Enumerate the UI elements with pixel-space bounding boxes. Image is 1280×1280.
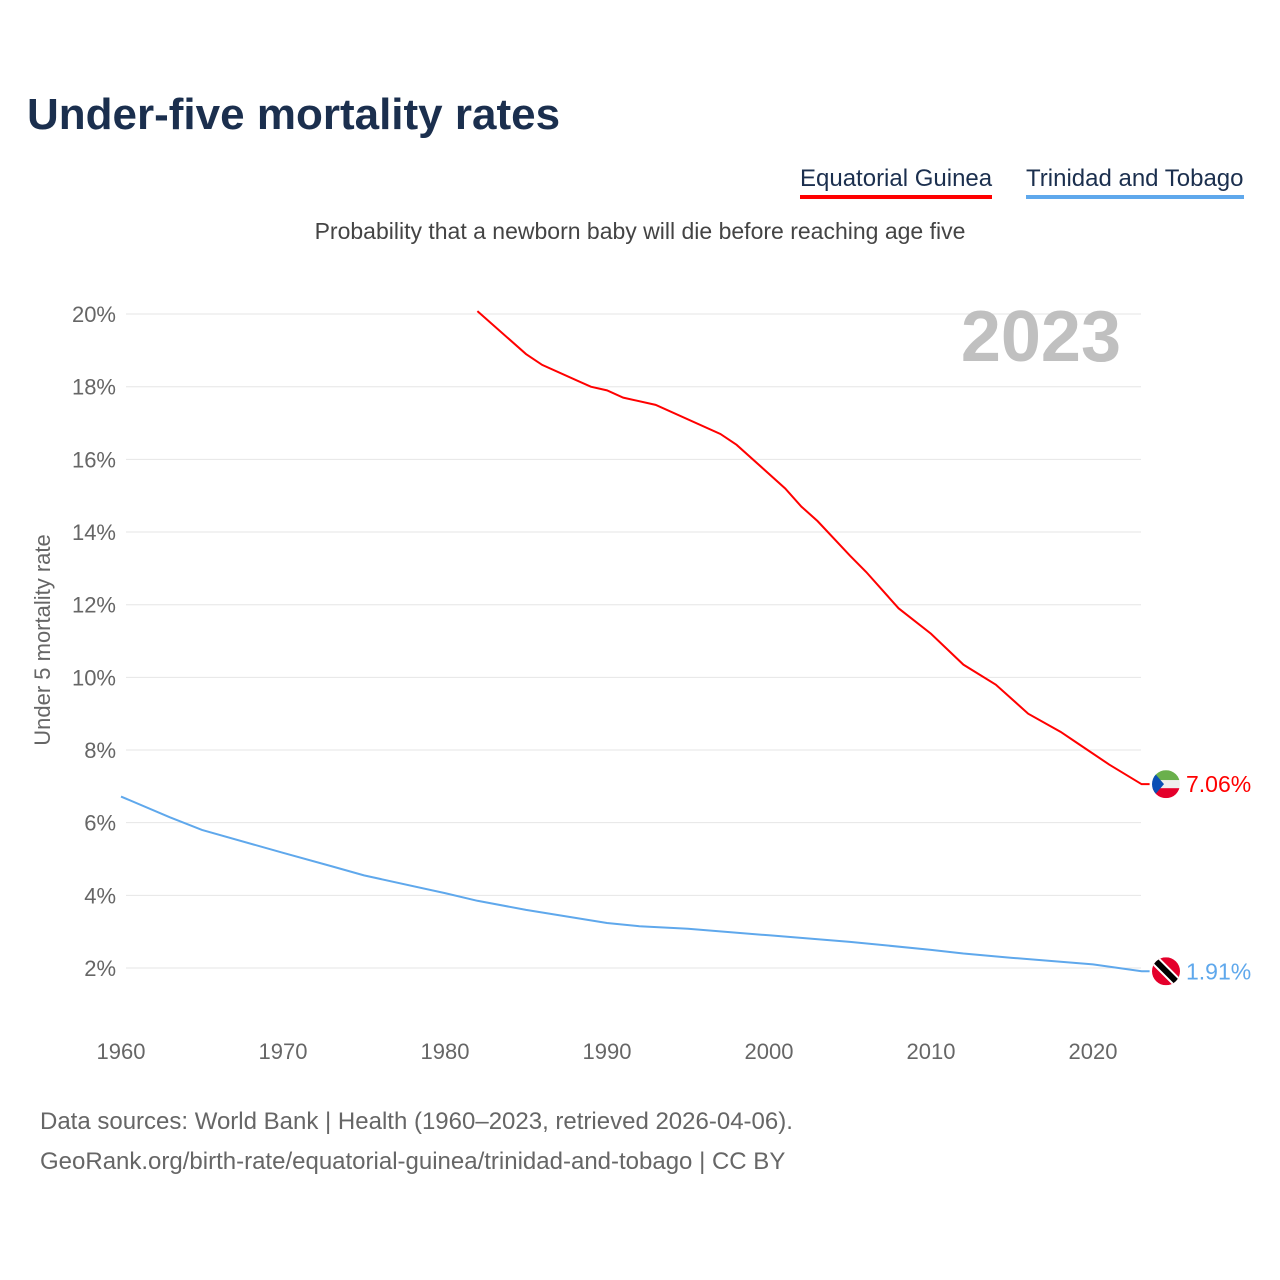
equatorial-guinea-flag-icon <box>1152 770 1180 799</box>
chart-subtitle: Probability that a newborn baby will die… <box>314 218 966 244</box>
y-tick-label: 18% <box>72 375 116 400</box>
x-tick-label: 2000 <box>745 1039 794 1064</box>
source-line-1: Data sources: World Bank | Health (1960–… <box>40 1108 793 1135</box>
y-tick-label: 10% <box>72 665 116 690</box>
series-line-0 <box>476 310 1150 786</box>
chart-title: Under-five mortality rates <box>27 90 561 139</box>
x-tick-label: 2010 <box>907 1039 956 1064</box>
y-tick-label: 2% <box>84 956 116 981</box>
end-value-label-1: 1.91% <box>1186 958 1251 984</box>
end-value-label-0: 7.06% <box>1186 771 1251 797</box>
x-tick-label: 1980 <box>421 1039 470 1064</box>
y-tick-label: 16% <box>72 447 116 472</box>
y-tick-label: 14% <box>72 520 116 545</box>
y-tick-label: 6% <box>84 811 116 836</box>
series-line-1 <box>120 795 1150 973</box>
trinidad-and-tobago-flag-icon <box>1152 957 1180 986</box>
x-tick-label: 1990 <box>583 1039 632 1064</box>
year-watermark: 2023 <box>961 297 1121 377</box>
y-tick-label: 20% <box>72 302 116 327</box>
y-tick-label: 12% <box>72 593 116 618</box>
y-tick-label: 4% <box>84 883 116 908</box>
y-tick-label: 8% <box>84 738 116 763</box>
x-tick-label: 1970 <box>259 1039 308 1064</box>
legend-trinidad-and-tobago[interactable]: Trinidad and Tobago <box>1026 165 1244 199</box>
legend-equatorial-guinea[interactable]: Equatorial Guinea <box>800 165 993 199</box>
source-line-2: GeoRank.org/birth-rate/equatorial-guinea… <box>40 1148 786 1175</box>
x-tick-label: 1960 <box>97 1039 146 1064</box>
x-tick-label: 2020 <box>1069 1039 1118 1064</box>
y-axis-label: Under 5 mortality rate <box>30 534 55 746</box>
